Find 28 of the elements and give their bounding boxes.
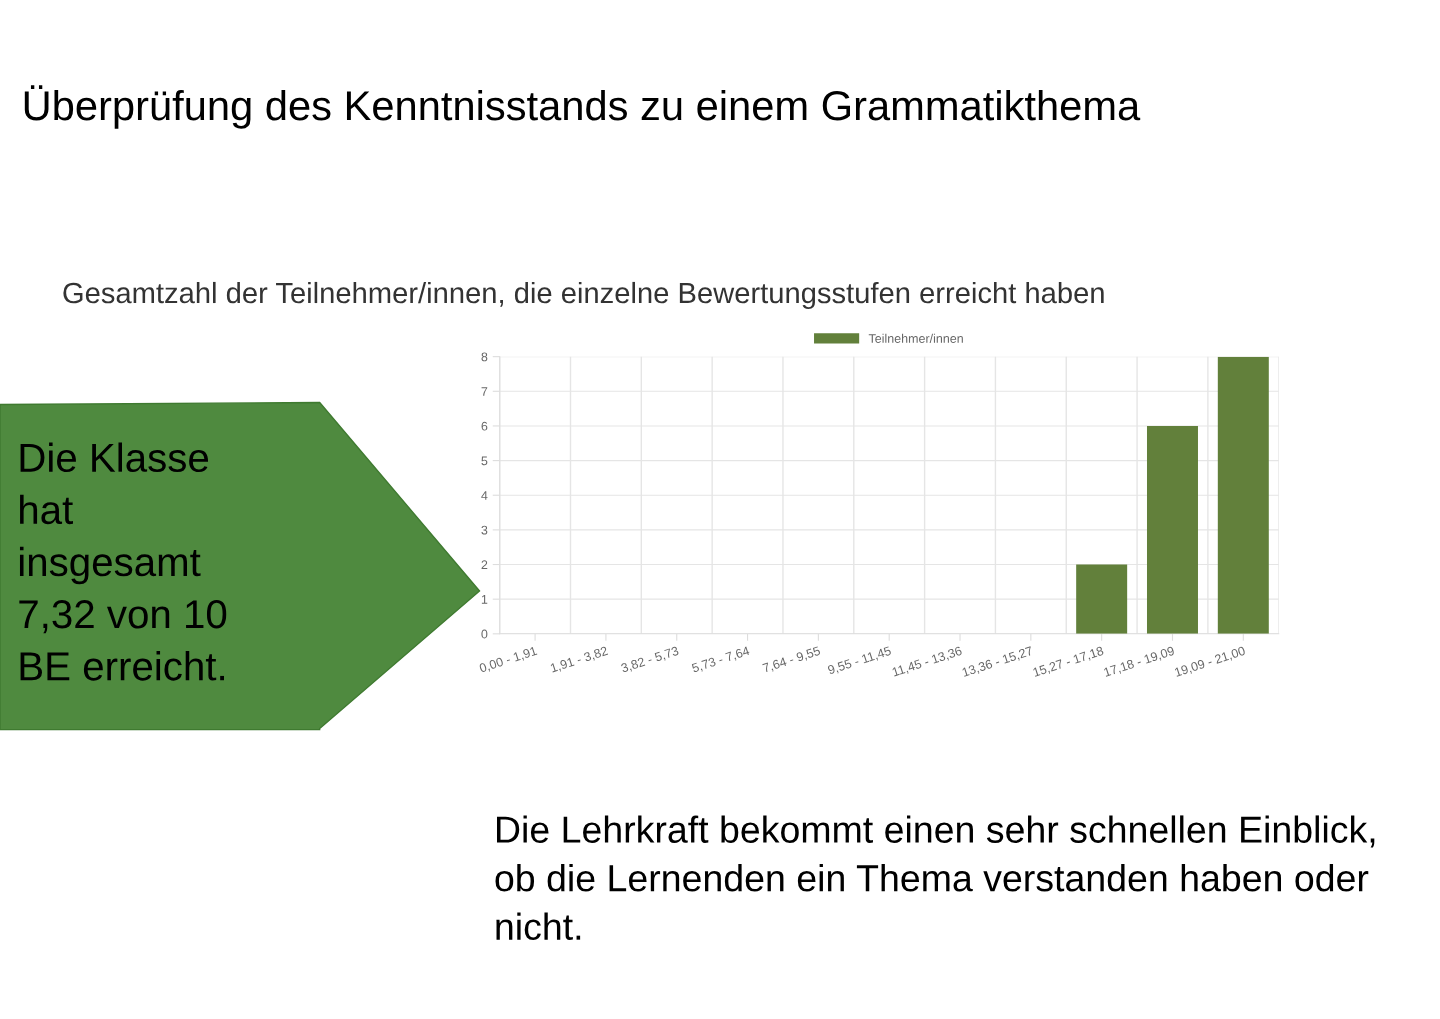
text: Die Klasse hat insgesamt 7,32 von 10 BE erreicht. [19, 442, 227, 681]
x-tick-label: 3,82 - 5,73 [620, 646, 680, 675]
x-tick-label: 15,27 - 17,18 [1032, 646, 1105, 679]
y-tick-label: 0 [481, 629, 488, 639]
x-tick-label: 5,73 - 7,64 [691, 646, 751, 675]
y-tick-label: 3 [481, 525, 488, 535]
legend-label: Teilnehmer/innen [868, 333, 963, 343]
x-tick-label: 9,55 - 11,45 [827, 646, 892, 676]
x-tick-label: 11,45 - 13,36 [891, 646, 963, 678]
y-tick-label: 2 [481, 560, 488, 570]
y-tick-label: 6 [481, 421, 488, 431]
chart-title: Überprüfung des Kenntnisstands zu einem Grammatikthema [24, 85, 1141, 129]
x-tick-label: 7,64 - 9,55 [762, 646, 822, 675]
x-tick-label: 0,00 - 1,91 [478, 646, 538, 675]
x-tick-label: 17,18 - 19,09 [1103, 646, 1176, 679]
x-tick-label: 1,91 - 3,82 [550, 646, 609, 674]
bar [1146, 425, 1198, 634]
y-tick-label: 7 [481, 387, 488, 396]
y-tick-label: 8 [481, 352, 488, 362]
y-tick-label: 4 [481, 491, 488, 500]
x-tick-label: 19,09 - 21,00 [1174, 646, 1247, 679]
y-tick-label: 1 [481, 595, 488, 604]
chart-subtitle: Gesamtzahl der Teilnehmer/innen, die einzelne Bewertungsstufen erreicht haben [63, 281, 1104, 310]
y-tick-label: 5 [481, 456, 488, 466]
x-tick-label: 13,36 - 15,27 [961, 646, 1034, 679]
text: Die Lehrkraft bekommt einen sehr schnellen Einblick, ob die Lernenden ein Thema verstanden haben oder nicht. [495, 815, 1375, 941]
bar [1076, 564, 1128, 634]
bar [1217, 356, 1269, 634]
